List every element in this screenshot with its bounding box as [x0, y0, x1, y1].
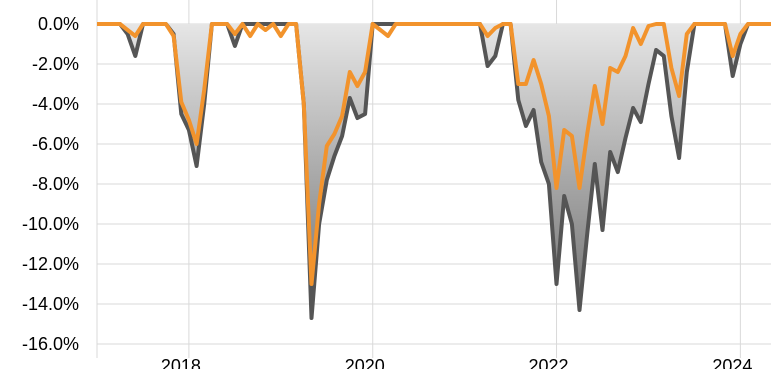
x-tick-label: 2022: [529, 356, 569, 369]
axis-layer: 0.0% -2.0% -4.0% -6.0% -8.0% -10.0% -12.0% -14.…: [22, 14, 752, 369]
x-tick-label: 2018: [161, 356, 201, 369]
y-tick-label: -14.0%: [22, 294, 79, 314]
series-0-area: [97, 24, 771, 318]
y-tick-label: -12.0%: [22, 254, 79, 274]
series-layer: [97, 22, 771, 320]
y-tick-label: -16.0%: [22, 334, 79, 354]
y-tick-label: -8.0%: [32, 174, 79, 194]
y-tick-label: -10.0%: [22, 214, 79, 234]
y-tick-label: -6.0%: [32, 134, 79, 154]
y-tick-label: 0.0%: [38, 14, 79, 34]
series-1-line: [97, 22, 771, 286]
x-tick-label: 2020: [345, 356, 385, 369]
x-tick-label: 2024: [712, 356, 752, 369]
y-tick-label: -2.0%: [32, 54, 79, 74]
y-tick-label: -4.0%: [32, 94, 79, 114]
